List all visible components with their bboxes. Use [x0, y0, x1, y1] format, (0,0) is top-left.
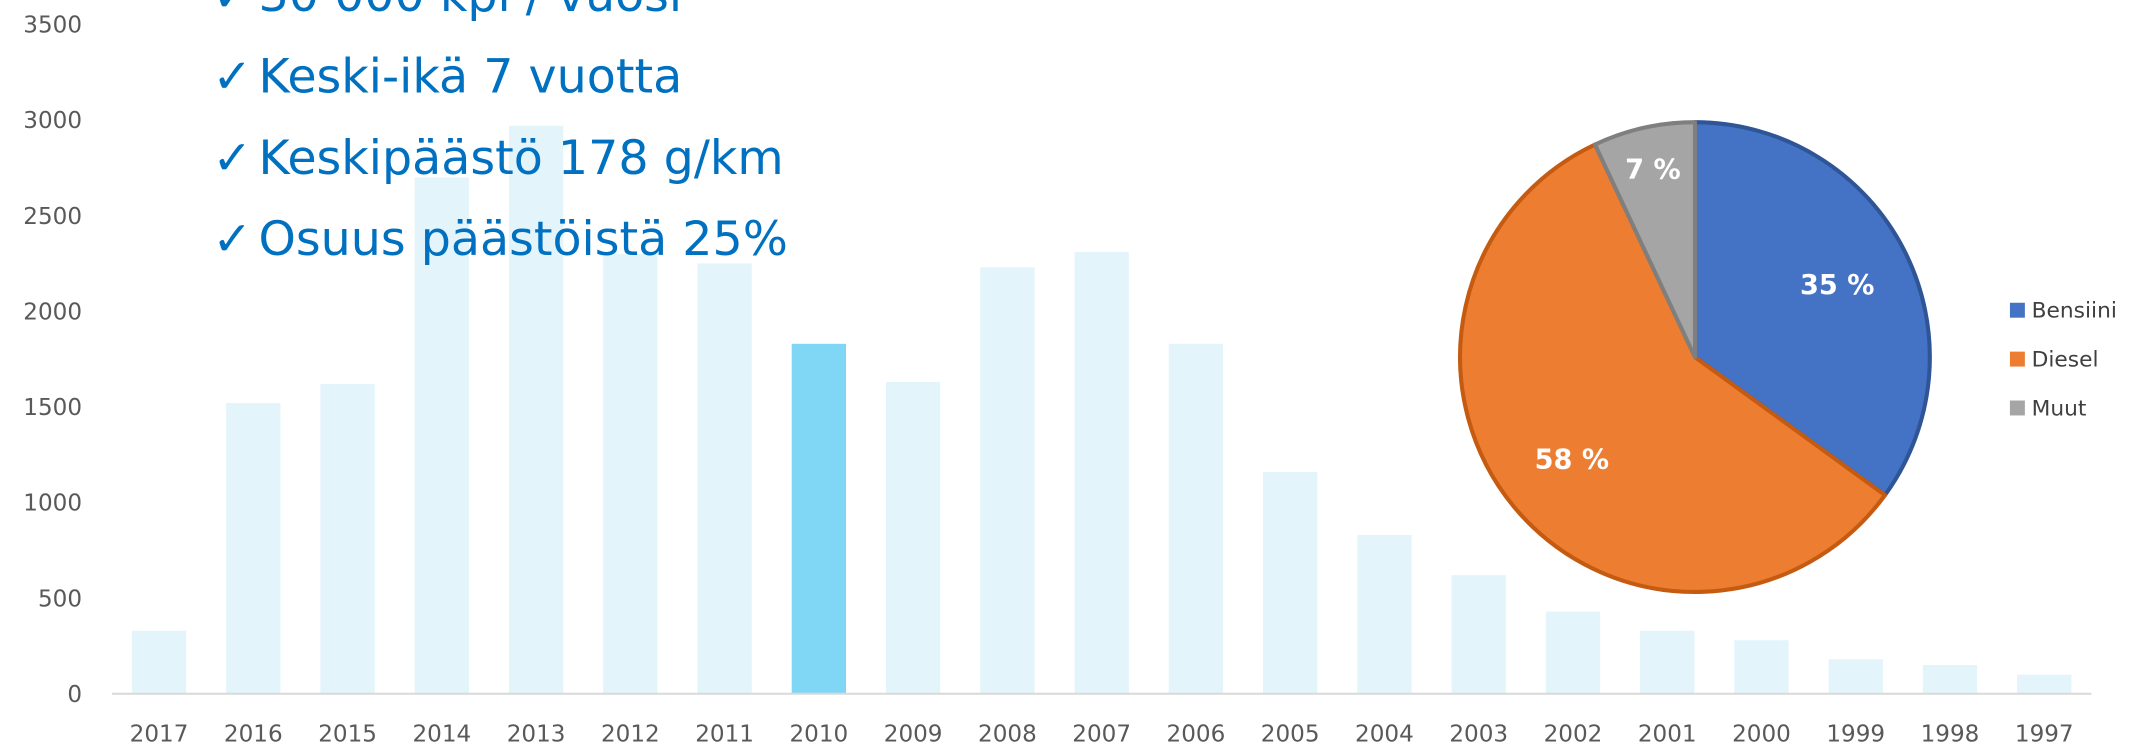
check-mark: ✓: [212, 49, 252, 104]
x-tick-label: 2012: [601, 721, 660, 744]
legend-swatch: [2009, 351, 2025, 367]
check-mark: ✓: [212, 212, 252, 267]
legend-label: Muut: [2032, 396, 2087, 421]
pie-slice: [1692, 120, 1932, 498]
note-text: Keskipäästö 178 g/km: [259, 131, 784, 186]
x-tick-label: 1998: [1921, 721, 1980, 744]
bar: [791, 343, 847, 694]
bar: [1828, 659, 1883, 694]
bar: [603, 253, 658, 694]
bar: [697, 263, 752, 694]
bar: [226, 403, 281, 694]
bar: [1263, 471, 1318, 694]
x-tick-label: 2014: [412, 721, 471, 744]
bar: [1640, 630, 1695, 694]
pie-slice: [1592, 120, 1697, 360]
bar: [1357, 535, 1412, 694]
legend-swatch: [2009, 302, 2025, 318]
x-tick-label: 2004: [1355, 721, 1414, 744]
y-tick-label: 500: [38, 586, 82, 612]
legend-label: Bensiini: [2032, 299, 2117, 324]
x-tick-label: 2015: [318, 721, 377, 744]
y-tick-label: 1500: [23, 395, 82, 421]
bar: [1451, 575, 1506, 694]
x-tick-label: 2009: [884, 721, 943, 744]
bar: [1734, 640, 1789, 694]
bar: [1922, 665, 1978, 694]
y-tick-label: 3000: [23, 108, 82, 134]
x-tick-label: 2016: [224, 721, 283, 744]
x-tick-label: 2010: [790, 721, 849, 744]
x-tick-label: 2005: [1261, 721, 1320, 744]
x-tick-label: 2003: [1449, 721, 1508, 744]
bar: [414, 177, 469, 694]
bar: [320, 383, 375, 694]
bar: [508, 125, 564, 694]
note-text: Osuus päästöistä 25%: [259, 212, 788, 267]
bar: [2017, 674, 2072, 694]
bar: [980, 267, 1035, 694]
bar: [131, 630, 187, 694]
y-tick-label: 2500: [23, 204, 82, 230]
x-tick-label: 2013: [507, 721, 566, 744]
bar: [1168, 343, 1224, 694]
note-text: 30 000 kpl / vuosi: [259, 0, 683, 23]
y-tick-label: 0: [67, 682, 82, 708]
x-tick-label: 1999: [1826, 721, 1885, 744]
x-tick-label: 2002: [1544, 721, 1603, 744]
pie-value-label: 58 %: [1535, 444, 1609, 475]
legend-swatch: [2009, 400, 2025, 416]
y-tick-label: 3500: [23, 13, 82, 39]
x-tick-label: 2001: [1638, 721, 1697, 744]
y-tick-label: 2000: [23, 299, 82, 325]
x-tick-label: 1997: [2015, 721, 2074, 744]
bar: [1545, 611, 1601, 694]
x-tick-label: 2008: [978, 721, 1037, 744]
pie-value-label: 7 %: [1625, 155, 1681, 186]
x-tick-label: 2000: [1732, 721, 1791, 744]
legend-label: Diesel: [2032, 348, 2099, 373]
x-tick-label: 2007: [1072, 721, 1131, 744]
x-tick-label: 2011: [695, 721, 754, 744]
check-mark: ✓: [212, 0, 252, 23]
pie-slice: [1458, 142, 1888, 594]
bar: [885, 382, 941, 694]
x-tick-label: 2006: [1167, 721, 1226, 744]
check-mark: ✓: [212, 131, 252, 186]
note-text: Keski-ikä 7 vuotta: [259, 49, 683, 104]
pie-value-label: 35 %: [1800, 270, 1874, 301]
bar: [1074, 252, 1129, 694]
y-tick-label: 1000: [23, 491, 82, 517]
x-tick-label: 2017: [130, 721, 189, 744]
